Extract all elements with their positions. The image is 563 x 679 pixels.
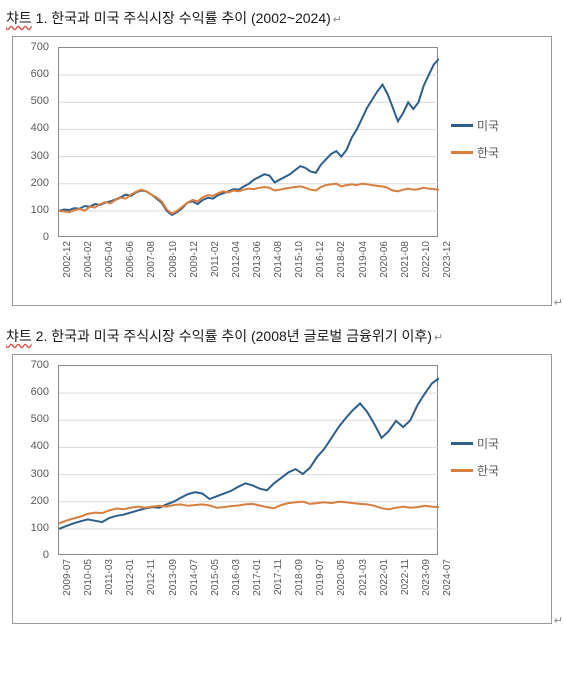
x-tick-label: 2016-12 [315, 241, 326, 278]
x-tick-label: 2020-05 [336, 559, 347, 596]
x-tick-label: 2023-09 [421, 559, 432, 596]
x-tick-label: 2002-12 [62, 241, 73, 278]
x-tick-label: 2015-10 [294, 241, 305, 278]
plot-area [58, 47, 438, 237]
y-axis-labels: 0100200300400500600700 [13, 47, 53, 237]
chart-title-tail: ↵ [333, 14, 342, 26]
x-tick-label: 2019-04 [358, 241, 369, 278]
x-tick-label: 2016-03 [231, 559, 242, 596]
x-tick-label: 2006-06 [125, 241, 136, 278]
chart-title-underlined: 챠트 [6, 10, 32, 26]
legend-label: 한국 [477, 144, 499, 161]
x-tick-label: 2023-12 [442, 241, 453, 278]
y-tick-label: 600 [31, 68, 49, 80]
x-axis-labels: 2002-12 2004-02 2005-04 2006-06 2007-08 2008-… [58, 239, 438, 299]
x-tick-label: 2005-04 [104, 241, 115, 278]
legend-item: 한국 [451, 462, 541, 479]
x-tick-label: 2012-11 [146, 559, 157, 595]
x-tick-label: 2022-11 [400, 559, 411, 595]
legend-swatch [451, 151, 473, 154]
x-tick-label: 2008-10 [168, 241, 179, 278]
y-tick-label: 700 [31, 359, 49, 371]
plot-area [58, 365, 438, 555]
y-tick-label: 0 [43, 231, 49, 243]
x-tick-label: 2012-04 [231, 241, 242, 278]
y-tick-label: 500 [31, 413, 49, 425]
plot-svg [59, 48, 439, 238]
y-tick-label: 700 [31, 41, 49, 53]
chart-section-1: 챠트 1. 한국과 미국 주식시장 수익률 추이 (2002~2024)↵ 0 10… [4, 8, 559, 306]
legend-item: 미국 [451, 435, 541, 452]
y-tick-label: 400 [31, 440, 49, 452]
chart-title: 챠트 2. 한국과 미국 주식시장 수익률 추이 (2008년 글로벌 금융위기… [4, 326, 559, 346]
x-tick-label: 2018-02 [336, 241, 347, 278]
x-tick-label: 2019-07 [315, 559, 326, 596]
chart-title: 챠트 1. 한국과 미국 주식시장 수익률 추이 (2002~2024)↵ [4, 8, 559, 28]
chart-title-tail: ↵ [434, 332, 443, 344]
x-tick-label: 2014-08 [273, 241, 284, 278]
y-tick-label: 300 [31, 150, 49, 162]
x-tick-label: 2020-06 [379, 241, 390, 278]
x-tick-label: 2024-07 [442, 559, 453, 596]
chart-title-rest: 1. 한국과 미국 주식시장 수익률 추이 (2002~2024) [32, 10, 331, 26]
x-tick-label: 2017-01 [252, 559, 263, 596]
x-tick-label: 2014-07 [189, 559, 200, 596]
x-tick-label: 2011-02 [210, 241, 221, 277]
legend-swatch [451, 469, 473, 472]
x-tick-label: 2021-08 [400, 241, 411, 278]
chart-container: 0 100 200 300 400 500 600 700 2002-12 2004-02 2005… [12, 36, 552, 306]
x-tick-label: 2018-09 [294, 559, 305, 596]
y-tick-label: 200 [31, 177, 49, 189]
legend: 미국한국 [451, 117, 541, 171]
legend-item: 한국 [451, 144, 541, 161]
series-line-1 [59, 502, 439, 524]
chart-title-rest: 2. 한국과 미국 주식시장 수익률 추이 (2008년 글로벌 금융위기 이후… [32, 328, 432, 344]
legend-label: 한국 [477, 462, 499, 479]
legend: 미국한국 [451, 435, 541, 489]
x-tick-label: 2012-01 [125, 559, 136, 596]
y-tick-label: 0 [43, 549, 49, 561]
y-tick-label: 500 [31, 95, 49, 107]
x-tick-label: 2013-06 [252, 241, 263, 278]
y-tick-label: 200 [31, 495, 49, 507]
legend-swatch [451, 124, 473, 127]
x-tick-label: 2010-05 [83, 559, 94, 596]
corner-mark-icon: ↵ [554, 614, 563, 627]
x-tick-label: 2011-03 [104, 559, 115, 595]
chart-container: 0 100 200 300 400 500 600 700 2009-07 2010-05 2011… [12, 354, 552, 624]
x-tick-label: 2009-07 [62, 559, 73, 596]
x-tick-label: 2007-08 [146, 241, 157, 278]
x-tick-label: 2009-12 [189, 241, 200, 278]
x-tick-label: 2013-09 [168, 559, 179, 596]
x-tick-label: 2004-02 [83, 241, 94, 278]
x-tick-label: 2022-10 [421, 241, 432, 278]
chart-section-2: 챠트 2. 한국과 미국 주식시장 수익률 추이 (2008년 글로벌 금융위기… [4, 326, 559, 624]
legend-label: 미국 [477, 117, 499, 134]
series-line-0 [59, 59, 439, 215]
legend-label: 미국 [477, 435, 499, 452]
y-axis-labels: 0100200300400500600700 [13, 365, 53, 555]
x-tick-label: 2021-03 [358, 559, 369, 596]
x-tick-label: 2017-11 [273, 559, 284, 595]
x-tick-label: 2022-01 [379, 559, 390, 596]
chart-title-underlined: 챠트 [6, 328, 32, 344]
legend-item: 미국 [451, 117, 541, 134]
series-line-0 [59, 378, 439, 529]
legend-swatch [451, 442, 473, 445]
y-tick-label: 100 [31, 522, 49, 534]
x-axis-labels: 2009-07 2010-05 2011-03 2012-01 2012-11 2013-… [58, 557, 438, 617]
y-tick-label: 400 [31, 122, 49, 134]
y-tick-label: 300 [31, 468, 49, 480]
y-tick-label: 100 [31, 204, 49, 216]
y-tick-label: 600 [31, 386, 49, 398]
x-tick-label: 2015-05 [210, 559, 221, 596]
plot-svg [59, 366, 439, 556]
corner-mark-icon: ↵ [554, 296, 563, 309]
